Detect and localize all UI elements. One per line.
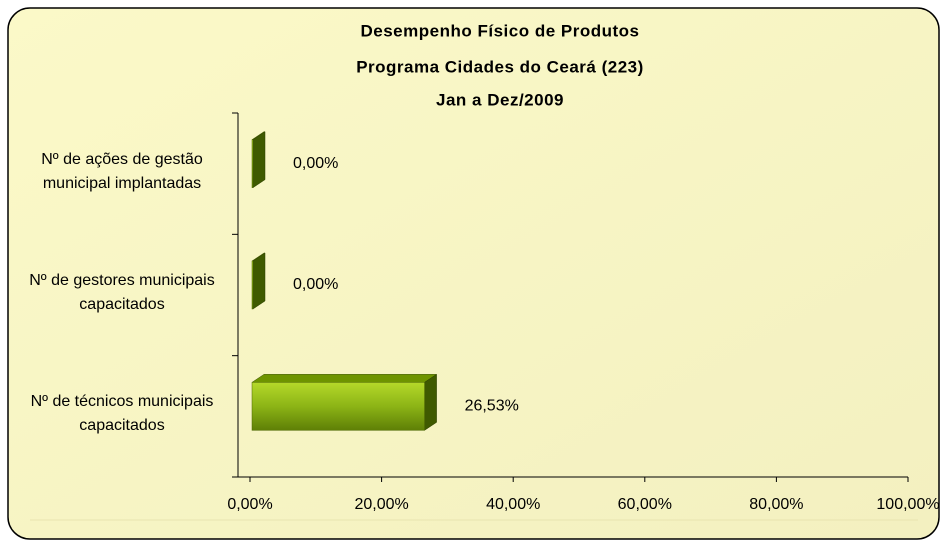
category-label: Nº de ações de gestão municipal implanta…: [41, 150, 203, 192]
x-tick-label: 80,00%: [749, 496, 803, 513]
chart-subtitle: Programa Cidades do Ceará (223): [356, 57, 644, 76]
x-tick-label: 60,00%: [618, 496, 672, 513]
x-tick-label: 40,00%: [486, 496, 540, 513]
bar-top: [251, 374, 438, 383]
x-tick-label: 100,00%: [876, 496, 939, 513]
x-tick-label: 0,00%: [227, 496, 272, 513]
bar: [251, 382, 425, 431]
bar: [251, 260, 254, 310]
value-label: 0,00%: [293, 276, 338, 293]
category-label: Nº de técnicos municipais capacitados: [30, 393, 214, 435]
chart-title: Desempenho Físico de Produtos: [361, 21, 640, 40]
category-label: Nº de gestores municipais capacitados: [29, 272, 215, 313]
chart-frame: [7, 7, 940, 540]
value-label: 0,00%: [293, 155, 338, 172]
bar-side: [424, 373, 437, 431]
bar-side: [252, 252, 266, 310]
bar-side: [252, 131, 266, 189]
chart-period: Jan a Dez/2009: [436, 90, 564, 109]
x-tick-label: 20,00%: [354, 496, 408, 513]
value-label: 26,53%: [465, 398, 519, 415]
bar: [251, 139, 254, 188]
